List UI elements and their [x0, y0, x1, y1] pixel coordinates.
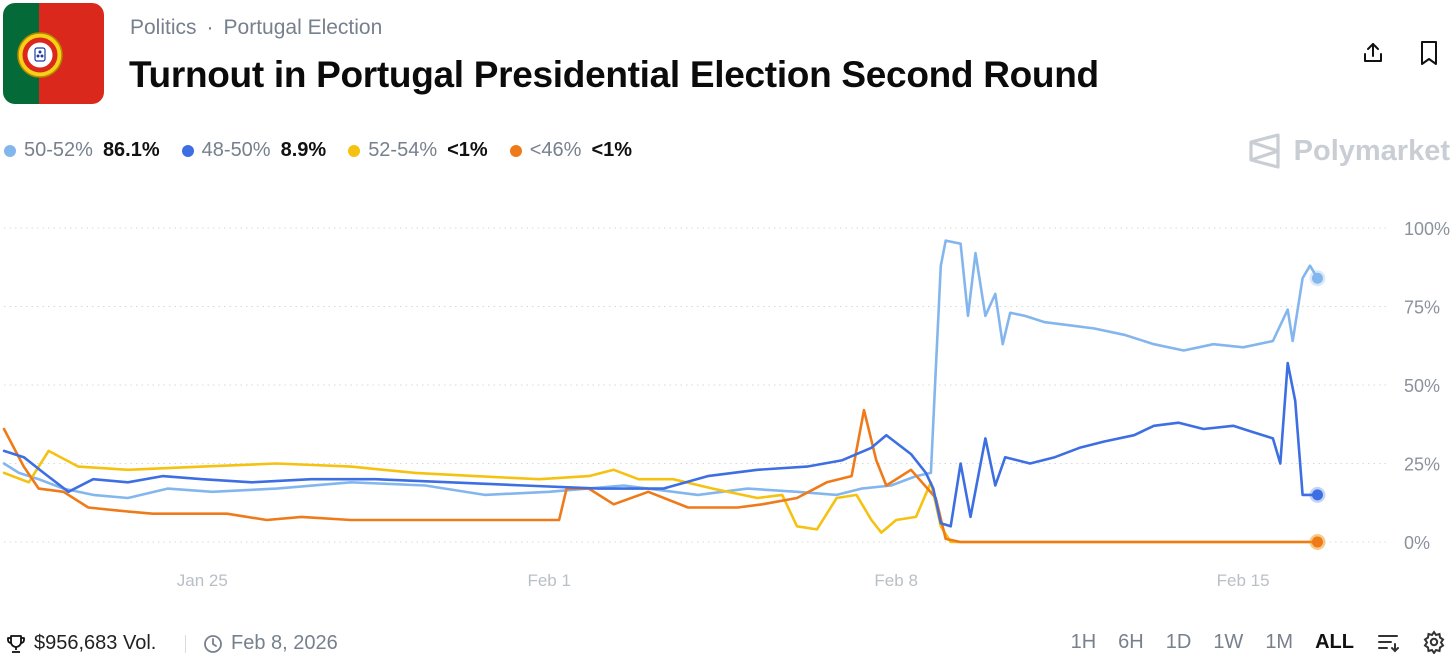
bookmark-button[interactable] [1416, 38, 1442, 68]
polymarket-logo-icon [1249, 133, 1280, 169]
legend-label: 48-50% [201, 139, 271, 161]
end-date: Feb 8, 2026 [231, 632, 338, 654]
x-tick-label: Feb 1 [527, 571, 570, 590]
brand-name: Polymarket [1293, 134, 1450, 167]
range-all[interactable]: ALL [1315, 630, 1354, 653]
time-range-selector: 1H 6H 1D 1W 1M ALL [1049, 630, 1446, 654]
y-tick-label: 100% [1404, 219, 1450, 239]
portugal-coat-of-arms-icon [17, 32, 63, 78]
volume-value: $956,683 Vol. [34, 632, 157, 654]
breadcrumb-separator: · [206, 16, 214, 39]
legend-item[interactable]: 52-54% <1% [348, 139, 488, 162]
end-date-info: Feb 8, 2026 [203, 632, 338, 655]
clock-icon [204, 634, 222, 653]
portugal-flag-logo [3, 3, 104, 104]
footer-divider [185, 635, 186, 653]
legend-value: <1% [447, 139, 488, 161]
range-6h[interactable]: 6H [1118, 630, 1144, 653]
series-end-marker [1311, 489, 1323, 501]
legend-value: <1% [591, 139, 633, 161]
y-tick-label: 25% [1404, 455, 1440, 475]
bookmark-icon [1421, 41, 1437, 65]
legend-item[interactable]: 50-52% 86.1% [4, 139, 160, 162]
range-1w[interactable]: 1W [1213, 630, 1244, 653]
legend-item[interactable]: 48-50% 8.9% [181, 139, 327, 162]
trophy-icon [7, 634, 25, 653]
legend-dot [4, 144, 16, 157]
legend-dot [348, 144, 361, 157]
price-chart[interactable]: 0% 25% 50% 75% 100% Jan 25 Feb 1 Feb 8 Feb 15 [0, 200, 1456, 600]
range-1m[interactable]: 1M [1265, 630, 1294, 653]
series-line-46 [2, 408, 1319, 544]
header-actions [1360, 38, 1442, 68]
legend-item[interactable]: <46% <1% [509, 139, 633, 162]
series-line-48-50 [2, 361, 1319, 528]
share-icon [1364, 43, 1382, 62]
legend-value: 86.1% [102, 139, 160, 161]
range-1h[interactable]: 1H [1070, 630, 1097, 653]
chart-footer: $956,683 Vol. Feb 8, 2026 1H 6H 1D 1W 1M… [0, 628, 1456, 660]
legend-dot [181, 144, 194, 157]
series-line-50-52 [2, 239, 1319, 500]
chart-legend: 50-52% 86.1% 48-50% 8.9% 52-54% <1% <46%… [4, 139, 654, 162]
x-tick-label: Feb 15 [1217, 571, 1270, 590]
share-button[interactable] [1360, 38, 1386, 68]
y-tick-label: 75% [1404, 298, 1440, 318]
y-tick-label: 0% [1404, 533, 1430, 553]
y-tick-label: 50% [1404, 376, 1440, 396]
legend-dot [509, 144, 522, 157]
breadcrumb-event[interactable]: Portugal Election [223, 16, 383, 39]
legend-value: 8.9% [280, 139, 327, 161]
series-end-marker [1311, 536, 1323, 548]
filter-button[interactable] [1376, 630, 1400, 654]
breadcrumb: Politics · Portugal Election [130, 16, 382, 40]
polymarket-watermark: Polymarket [1248, 133, 1450, 169]
series-end-marker [1311, 272, 1323, 284]
settings-button[interactable] [1422, 630, 1446, 654]
range-1d[interactable]: 1D [1165, 630, 1192, 653]
page-title: Turnout in Portugal Presidential Electio… [129, 54, 1099, 95]
filter-lines-icon [1378, 635, 1399, 653]
gear-icon [1423, 630, 1445, 654]
x-tick-label: Feb 8 [874, 571, 917, 590]
legend-label: <46% [529, 139, 582, 161]
legend-label: 52-54% [368, 139, 438, 161]
volume-info: $956,683 Vol. [6, 632, 156, 655]
breadcrumb-category[interactable]: Politics [130, 16, 197, 39]
legend-label: 50-52% [24, 139, 93, 161]
x-tick-label: Jan 25 [177, 571, 228, 590]
